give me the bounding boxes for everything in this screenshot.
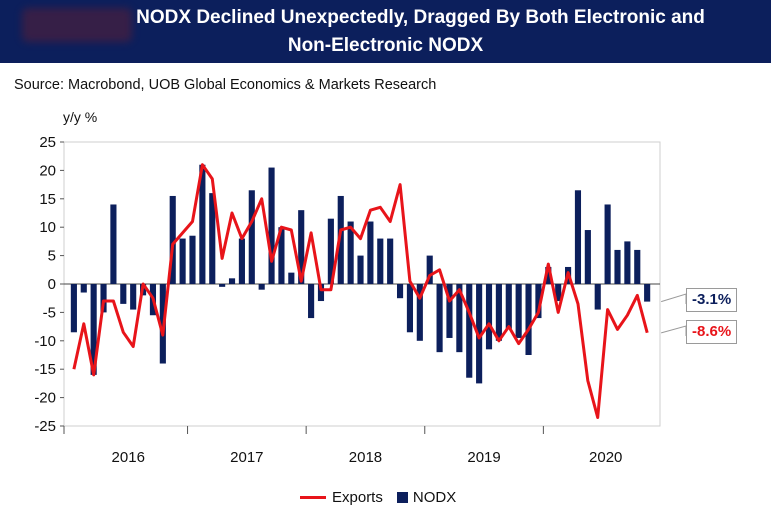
nodx-bar <box>535 284 542 319</box>
y-tick-label: -20 <box>34 390 56 407</box>
nodx-bar <box>268 167 275 284</box>
nodx-bar <box>377 238 384 284</box>
nodx-callout-pointer <box>661 293 687 304</box>
nodx-bar <box>436 284 443 353</box>
title-banner: NODX Declined Unexpectedly, Dragged By B… <box>0 0 771 63</box>
legend-nodx-swatch <box>396 492 408 503</box>
y-tick-label: 20 <box>39 162 56 179</box>
x-year-label: 2019 <box>467 449 500 466</box>
nodx-bar <box>90 284 97 375</box>
nodx-bar <box>357 255 364 284</box>
nodx-bar <box>258 284 265 290</box>
y-tick-label: 25 <box>39 134 56 151</box>
x-year-label: 2018 <box>349 449 382 466</box>
nodx-bar <box>248 190 255 284</box>
nodx-bar <box>476 284 483 384</box>
y-tick-label: -5 <box>43 304 56 321</box>
exports-line <box>72 163 649 419</box>
nodx-bar <box>288 272 295 284</box>
y-tick-label: 15 <box>39 191 56 208</box>
exports-line-group <box>72 163 649 419</box>
nodx-bar <box>298 210 305 284</box>
nodx-bar <box>495 284 502 341</box>
nodx-bar <box>525 284 532 355</box>
nodx-bar <box>327 218 334 284</box>
nodx-bar <box>199 164 206 284</box>
nodx-bar <box>624 241 631 284</box>
nodx-bar <box>614 249 621 284</box>
nodx-bar <box>278 227 285 284</box>
nodx-bar <box>120 284 127 304</box>
nodx-bar <box>505 284 512 330</box>
nodx-bar <box>387 238 394 284</box>
nodx-bars <box>70 164 651 384</box>
logo-watermark <box>22 8 132 42</box>
nodx-bar <box>594 284 601 310</box>
nodx-bar <box>416 284 423 341</box>
x-year-label: 2017 <box>230 449 263 466</box>
y-tick-label: -10 <box>34 333 56 350</box>
nodx-bar <box>584 230 591 284</box>
nodx-bar <box>100 284 107 313</box>
nodx-bar <box>555 284 562 302</box>
legend: Exports NODX <box>300 489 456 506</box>
x-year-label: 2016 <box>112 449 145 466</box>
nodx-bar <box>634 249 641 284</box>
y-tick-label: -15 <box>34 361 56 378</box>
nodx-bar <box>446 284 453 338</box>
nodx-bar <box>219 284 226 287</box>
nodx-bar <box>337 195 344 284</box>
exports-callout-pointer <box>661 325 687 336</box>
nodx-bar <box>209 193 216 284</box>
source-note: Source: Macrobond, UOB Global Economics … <box>14 77 437 93</box>
y-axis-label: y/y % <box>63 109 98 125</box>
nodx-bar <box>396 284 404 299</box>
nodx-bar <box>228 278 236 284</box>
nodx-bar <box>317 284 325 302</box>
nodx-bar <box>406 284 414 333</box>
chart-title-line-2: Non-Electronic NODX <box>287 35 484 56</box>
nodx-bar <box>466 284 473 378</box>
nodx-bar <box>347 221 354 284</box>
y-tick-label: 10 <box>39 219 56 236</box>
nodx-bar <box>515 284 522 338</box>
nodx-bar <box>169 195 176 284</box>
nodx-bar <box>130 284 137 310</box>
nodx-bar <box>238 238 245 284</box>
nodx-bar <box>574 190 582 284</box>
nodx-bar <box>179 238 186 284</box>
legend-nodx-label: NODX <box>412 489 457 506</box>
exports-latest-callout: -8.6% <box>686 320 738 344</box>
nodx-bar <box>604 204 611 284</box>
legend-exports-label: Exports <box>332 489 383 506</box>
chart-title-line-1: NODX Declined Unexpectedly, Dragged By B… <box>136 7 705 28</box>
nodx-bar <box>644 284 651 302</box>
nodx-bar <box>110 204 117 284</box>
nodx-bar <box>80 284 87 293</box>
nodx-bar <box>367 221 374 284</box>
nodx-bar <box>456 284 463 353</box>
x-year-label: 2020 <box>589 449 622 466</box>
y-tick-label: 5 <box>48 248 56 265</box>
y-tick-label: 0 <box>48 276 56 293</box>
nodx-bar <box>308 284 315 319</box>
nodx-bar <box>426 255 433 284</box>
nodx-bar <box>70 284 77 333</box>
nodx-bar <box>545 266 552 284</box>
nodx-bar <box>189 235 196 284</box>
nodx-bar <box>485 284 493 350</box>
legend-exports-swatch <box>300 496 326 499</box>
nodx-latest-callout: -3.1% <box>686 288 738 312</box>
y-tick-label: -25 <box>34 418 56 435</box>
